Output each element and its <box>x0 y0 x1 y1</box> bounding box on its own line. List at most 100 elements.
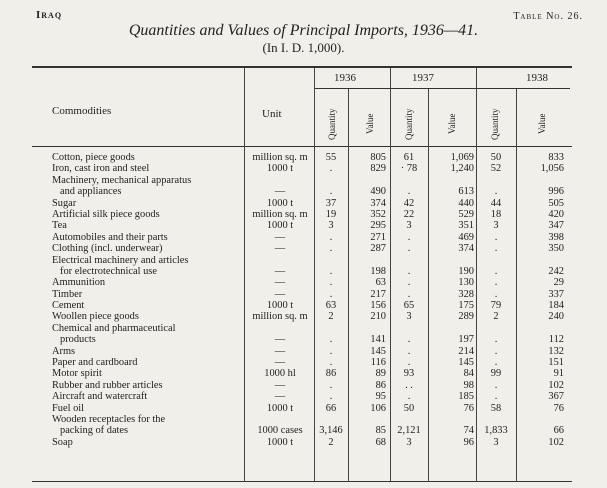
value-1936-cell: 106 <box>370 402 386 414</box>
quantity-1937-cell: . <box>407 288 411 300</box>
value-1938-cell: 184 <box>548 300 564 312</box>
value-1937-cell: 214 <box>458 345 474 357</box>
quantity-1938-cell: 50 <box>490 152 502 163</box>
unit-cell: 1000 t <box>266 220 294 232</box>
value-1936-cell: 805 <box>370 152 386 163</box>
quantity-1936-cell: 66 <box>325 402 337 414</box>
quantity-1936-cell: . <box>329 277 333 289</box>
value-1937-cell: 175 <box>458 300 474 312</box>
value-1938-cell: 996 <box>548 186 564 198</box>
unit-cell: — <box>274 186 286 198</box>
table-row: Ammunition —. 63. 130. 29 <box>0 277 607 288</box>
commodity-name: Paper and cardboard <box>52 357 138 369</box>
value-1937-cell: 440 <box>458 197 474 209</box>
table-row: for electrotechnical use —. 198. 190. 242 <box>0 266 607 277</box>
value-1936-cell: 141 <box>370 334 386 346</box>
value-1937-cell: 145 <box>458 357 474 369</box>
table-row: Clothing (incl. underwear) —. 287. 374. 350 <box>0 243 607 254</box>
quantity-1936-cell: . <box>329 231 333 243</box>
value-1936-cell: 374 <box>370 197 386 209</box>
commodity-name: and appliances <box>60 186 122 198</box>
table-row: Timber —. 217. 328. 337 <box>0 289 607 300</box>
commodity-name: Sugar <box>52 197 77 209</box>
value-1936-cell: 68 <box>375 436 386 448</box>
unit-cell: million sq. m <box>252 208 308 220</box>
unit-cell: — <box>274 379 286 391</box>
unit-cell: — <box>274 243 286 255</box>
quantity-1937-cell: . <box>407 265 411 277</box>
commodity-name: Ammunition <box>52 277 106 289</box>
table-body: Cotton, piece goods million sq. m 55 805 61 1… <box>0 152 607 448</box>
quantity-1937-cell: 3 <box>406 436 412 448</box>
quantity-1938-cell: . <box>494 357 498 369</box>
quantity-1937-cell: 2,121 <box>397 425 421 437</box>
quantity-1936-cell: . <box>329 288 333 300</box>
value-1938-cell: 102 <box>548 436 564 448</box>
value-1937-cell: 289 <box>458 311 474 323</box>
commodity-name: Fuel oil <box>52 402 85 414</box>
quantity-1938-cell: 1,833 <box>484 425 508 437</box>
table-row: Paper and cardboard —. 116. 145. 151 <box>0 357 607 368</box>
commodity-name: Timber <box>52 288 83 300</box>
unit-cell: 1000 t <box>266 402 294 414</box>
commodity-name: for electrotechnical use <box>60 265 157 277</box>
commodity-name: Machinery, mechanical apparatus <box>52 174 192 186</box>
value-1936-cell: 95 <box>375 391 386 403</box>
quantity-1938-cell: 44 <box>490 197 502 209</box>
year-header-1938: 1938 <box>526 72 548 84</box>
quantity-1936-cell: . <box>329 334 333 346</box>
quantity-1937-cell: · 78 <box>400 163 418 175</box>
commodity-name: Tea <box>52 220 67 232</box>
value-1938-cell: 132 <box>548 345 564 357</box>
value-1936-cell: 210 <box>370 311 386 323</box>
quantity-1937-cell: 3 <box>406 220 412 232</box>
commodity-name: Woollen piece goods <box>52 311 139 323</box>
value-1937-cell: 328 <box>458 288 474 300</box>
quantity-1938-cell: . <box>494 391 498 403</box>
value-1937-cell: 351 <box>458 220 474 232</box>
value-1938-cell: 29 <box>553 277 564 289</box>
quantity-1938-cell: . <box>494 288 498 300</box>
value-1936-cell: 145 <box>370 345 386 357</box>
unit-cell: — <box>274 357 286 369</box>
quantity-1936-cell: 2 <box>328 311 334 323</box>
quantity-1936-cell: 3 <box>328 220 334 232</box>
quantity-1937-cell: 50 <box>403 402 415 414</box>
unit-cell: — <box>274 231 286 243</box>
commodity-name: Electrical machinery and articles <box>52 254 189 266</box>
quantity-1936-cell: . <box>329 391 333 403</box>
table-row: Electrical machinery and articles <box>0 255 607 266</box>
table-row: Cement 1000 t 63 156 65 175 79 184 <box>0 300 607 311</box>
unit-cell: 1000 t <box>266 300 294 312</box>
value-1937-cell: 76 <box>463 402 474 414</box>
quantity-1938-cell: 58 <box>490 402 502 414</box>
table-row: Wooden receptacles for the <box>0 414 607 425</box>
value-1937-cell: 84 <box>463 368 474 380</box>
value-header-1936: Value <box>365 113 375 135</box>
value-1936-cell: 271 <box>370 231 386 243</box>
value-1938-cell: 102 <box>548 379 564 391</box>
value-1936-cell: 217 <box>370 288 386 300</box>
value-1938-cell: 337 <box>548 288 564 300</box>
value-1938-cell: 367 <box>548 391 564 403</box>
commodity-name: Clothing (incl. underwear) <box>52 243 163 255</box>
quantity-1938-cell: 3 <box>493 220 499 232</box>
quantity-1936-cell: . <box>329 379 333 391</box>
quantity-1936-cell: . <box>329 357 333 369</box>
commodity-name: Chemical and pharmaceutical <box>52 322 176 334</box>
table-row: Iron, cast iron and steel 1000 t. 829 · 78 1… <box>0 163 607 174</box>
col-divider <box>476 68 477 482</box>
col-divider <box>314 68 315 482</box>
value-1936-cell: 63 <box>375 277 386 289</box>
commodity-name: products <box>60 334 96 346</box>
value-1937-cell: 374 <box>458 243 474 255</box>
commodity-name: Arms <box>52 345 76 357</box>
col-divider <box>428 89 429 482</box>
quantity-1937-cell: 65 <box>403 300 415 312</box>
value-1937-cell: 1,240 <box>450 163 474 175</box>
table-row: Rubber and rubber articles —. 86 . . 98. 102 <box>0 380 607 391</box>
quantity-1938-cell: . <box>494 243 498 255</box>
value-1936-cell: 287 <box>370 243 386 255</box>
quantity-1938-cell: 79 <box>490 300 502 312</box>
year-header-1936: 1936 <box>334 72 356 84</box>
